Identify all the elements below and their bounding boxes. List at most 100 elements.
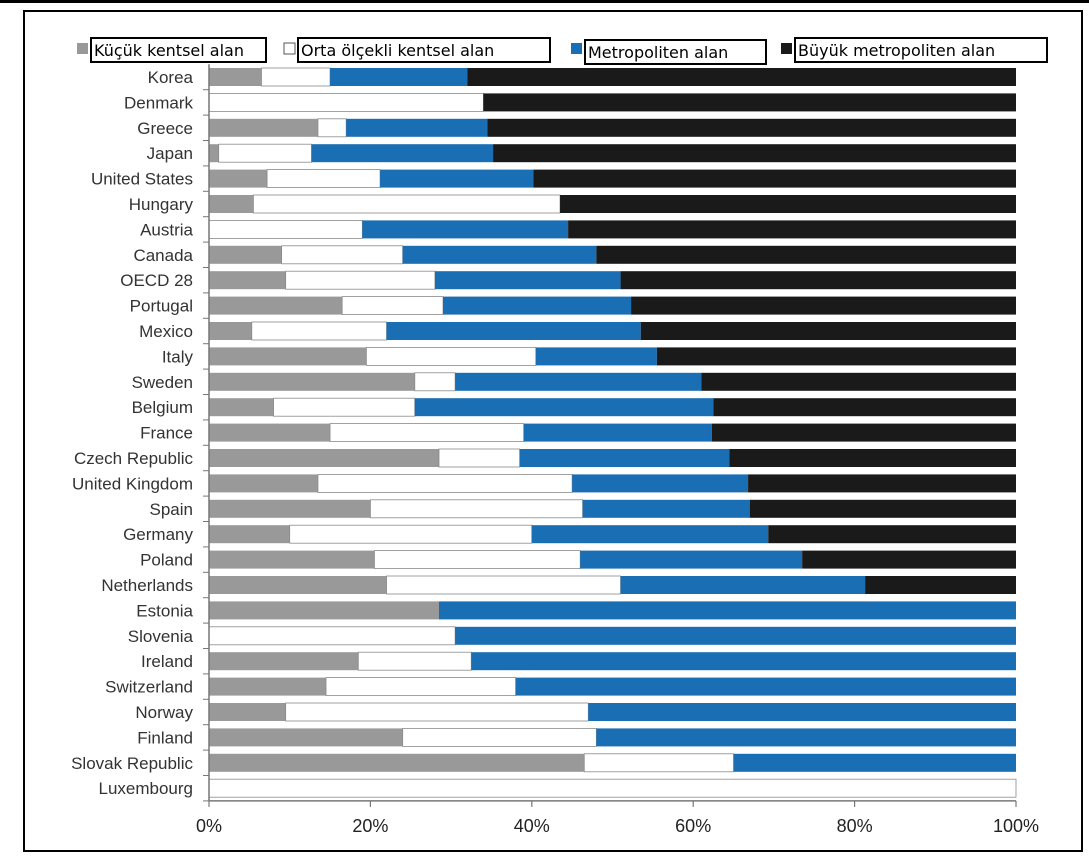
- bar-greece-series-4: [487, 118, 1016, 137]
- bar-canada-series-3: [402, 245, 597, 264]
- bar-germany-series-3: [531, 525, 769, 544]
- bar-united-states-series-2: [266, 169, 381, 189]
- bar-oecd-28-series-3: [434, 271, 621, 290]
- category-labels: Korea Denmark Greece Japan United States Hung…: [71, 68, 193, 798]
- legend-swatch-2: [283, 42, 296, 55]
- bar-germany-series-2: [289, 524, 533, 544]
- bar-italy-series-2: [365, 346, 537, 366]
- bar-slovak-republic-series-2: [583, 753, 734, 773]
- bar-portugal-series-4: [631, 296, 1016, 315]
- legend-box-1: [90, 37, 267, 63]
- category-label-slovenia: Slovenia: [128, 627, 194, 646]
- bar-finland-series-1: [209, 728, 403, 747]
- bar-united-kingdom-series-4: [748, 474, 1016, 493]
- category-label-belgium: Belgium: [132, 398, 193, 417]
- bar-germany-series-4: [768, 525, 1016, 544]
- x-tick-label-1: 20%: [352, 816, 388, 836]
- bar-spain-series-3: [582, 499, 750, 518]
- legend-box-3: [584, 39, 767, 65]
- bar-norway-series-1: [209, 703, 286, 721]
- category-label-austria: Austria: [140, 220, 193, 239]
- category-label-greece: Greece: [137, 119, 193, 138]
- bar-sweden-series-2: [414, 372, 456, 392]
- legend-label-4: Büyük metropoliten alan: [798, 41, 995, 60]
- bar-france-series-4: [711, 423, 1016, 442]
- bar-netherlands-series-4: [865, 576, 1016, 594]
- bar-greece-series-2: [317, 118, 347, 138]
- bar-estonia-series-3: [438, 601, 1016, 620]
- x-tick-label-4: 80%: [837, 816, 873, 836]
- category-label-norway: Norway: [135, 703, 193, 722]
- category-label-slovak-republic: Slovak Republic: [71, 754, 193, 773]
- bar-czech-republic-series-4: [729, 449, 1016, 467]
- bar-sweden-series-3: [455, 372, 702, 391]
- bar-united-kingdom-series-2: [317, 473, 573, 493]
- bar-korea-series-3: [330, 68, 468, 86]
- bar-oecd-28-series-1: [209, 271, 286, 290]
- bar-hungary-series-2: [252, 194, 561, 214]
- bar-greece-series-3: [346, 118, 488, 137]
- x-tick-label-3: 60%: [675, 816, 711, 836]
- category-label-germany: Germany: [123, 525, 193, 544]
- bar-switzerland-series-3: [515, 677, 1016, 696]
- x-tick-label-2: 40%: [514, 816, 550, 836]
- bar-slovak-republic-series-3: [733, 753, 1016, 772]
- bar-canada-series-4: [596, 245, 1016, 264]
- bar-canada-series-2: [281, 245, 404, 265]
- x-tick-label-0: 0%: [196, 816, 222, 836]
- bar-spain-series-2: [369, 499, 584, 519]
- legend-label-2: Orta ölçekli kentsel alan: [301, 41, 494, 60]
- bar-italy-series-1: [209, 347, 367, 366]
- bar-france-series-1: [209, 423, 331, 442]
- bar-portugal-series-1: [209, 296, 343, 315]
- bar-canada-series-1: [209, 245, 282, 264]
- bar-germany-series-1: [209, 525, 290, 544]
- legend-swatch-1: [77, 43, 88, 54]
- bar-poland-series-2: [374, 550, 581, 569]
- bar-united-states-series-3: [380, 169, 534, 188]
- bar-netherlands-series-3: [620, 576, 866, 594]
- bar-area: [203, 67, 1017, 802]
- bar-oecd-28-series-2: [285, 270, 436, 290]
- bar-united-kingdom-series-1: [209, 474, 318, 493]
- category-label-united-states: United States: [91, 170, 193, 189]
- bar-japan-series-1: [209, 144, 219, 163]
- bar-france-series-3: [523, 423, 712, 442]
- bar-oecd-28-series-4: [620, 271, 1016, 290]
- bar-sweden-series-4: [701, 372, 1016, 391]
- bar-mexico-series-3: [386, 322, 641, 340]
- bar-poland-series-1: [209, 550, 375, 569]
- bar-ireland-series-1: [209, 652, 359, 671]
- category-label-denmark: Denmark: [124, 93, 193, 112]
- bar-ireland-series-2: [357, 651, 472, 671]
- bar-czech-republic-series-1: [209, 449, 439, 467]
- bar-mexico-series-1: [209, 322, 252, 340]
- bar-switzerland-series-2: [325, 677, 517, 696]
- chart-legend: Küçük kentsel alan Orta ölçekli kentsel a…: [77, 37, 1048, 65]
- bar-finland-series-3: [596, 728, 1016, 747]
- category-label-luxembourg: Luxembourg: [98, 779, 193, 798]
- bar-france-series-2: [329, 423, 525, 443]
- legend-label-1: Küçük kentsel alan: [94, 41, 244, 60]
- bar-slovenia-series-3: [455, 626, 1016, 645]
- bar-mexico-series-2: [251, 321, 387, 341]
- bar-denmark-series-2: [208, 93, 484, 112]
- category-label-korea: Korea: [148, 68, 194, 87]
- bar-japan-series-3: [311, 144, 494, 163]
- category-label-italy: Italy: [162, 347, 194, 366]
- category-label-estonia: Estonia: [136, 601, 193, 620]
- bar-slovak-republic-series-1: [209, 753, 585, 772]
- bar-luxembourg-series-2: [208, 778, 1017, 798]
- bar-hungary-series-4: [560, 195, 1016, 213]
- bar-united-states-series-4: [533, 169, 1016, 188]
- bar-united-states-series-1: [209, 169, 268, 188]
- x-tick-label-5: 100%: [993, 816, 1039, 836]
- bar-netherlands-series-1: [209, 576, 387, 594]
- bar-czech-republic-series-2: [438, 448, 521, 468]
- bar-japan-series-2: [218, 143, 312, 163]
- bar-czech-republic-series-3: [519, 449, 730, 467]
- bar-portugal-series-2: [341, 296, 444, 316]
- bar-belgium-series-4: [713, 398, 1016, 417]
- bar-austria-series-2: [208, 219, 363, 239]
- category-label-finland: Finland: [137, 728, 193, 747]
